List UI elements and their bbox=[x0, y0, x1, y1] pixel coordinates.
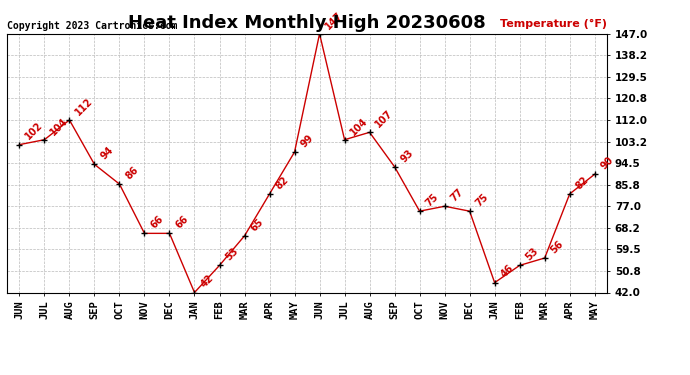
Text: 112: 112 bbox=[74, 96, 95, 117]
Text: 104: 104 bbox=[48, 116, 70, 137]
Text: 94: 94 bbox=[99, 145, 115, 162]
Text: 93: 93 bbox=[399, 147, 415, 164]
Text: 53: 53 bbox=[224, 246, 240, 262]
Text: 147: 147 bbox=[324, 10, 345, 31]
Text: 82: 82 bbox=[274, 174, 290, 191]
Text: 56: 56 bbox=[549, 238, 565, 255]
Text: 102: 102 bbox=[23, 120, 45, 142]
Text: 66: 66 bbox=[174, 214, 190, 231]
Text: 75: 75 bbox=[474, 192, 491, 208]
Text: 86: 86 bbox=[124, 165, 140, 181]
Text: 82: 82 bbox=[574, 174, 591, 191]
Text: Temperature (°F): Temperature (°F) bbox=[500, 18, 607, 28]
Text: 46: 46 bbox=[499, 263, 515, 280]
Text: 104: 104 bbox=[348, 116, 370, 137]
Text: Copyright 2023 Cartronics.com: Copyright 2023 Cartronics.com bbox=[7, 21, 177, 31]
Text: 42: 42 bbox=[199, 273, 215, 290]
Text: 75: 75 bbox=[424, 192, 440, 208]
Text: 99: 99 bbox=[299, 133, 315, 149]
Text: 53: 53 bbox=[524, 246, 540, 262]
Text: 90: 90 bbox=[599, 155, 615, 171]
Title: Heat Index Monthly High 20230608: Heat Index Monthly High 20230608 bbox=[128, 14, 486, 32]
Text: 65: 65 bbox=[248, 216, 265, 233]
Text: 66: 66 bbox=[148, 214, 165, 231]
Text: 107: 107 bbox=[374, 108, 395, 129]
Text: 77: 77 bbox=[448, 187, 465, 204]
